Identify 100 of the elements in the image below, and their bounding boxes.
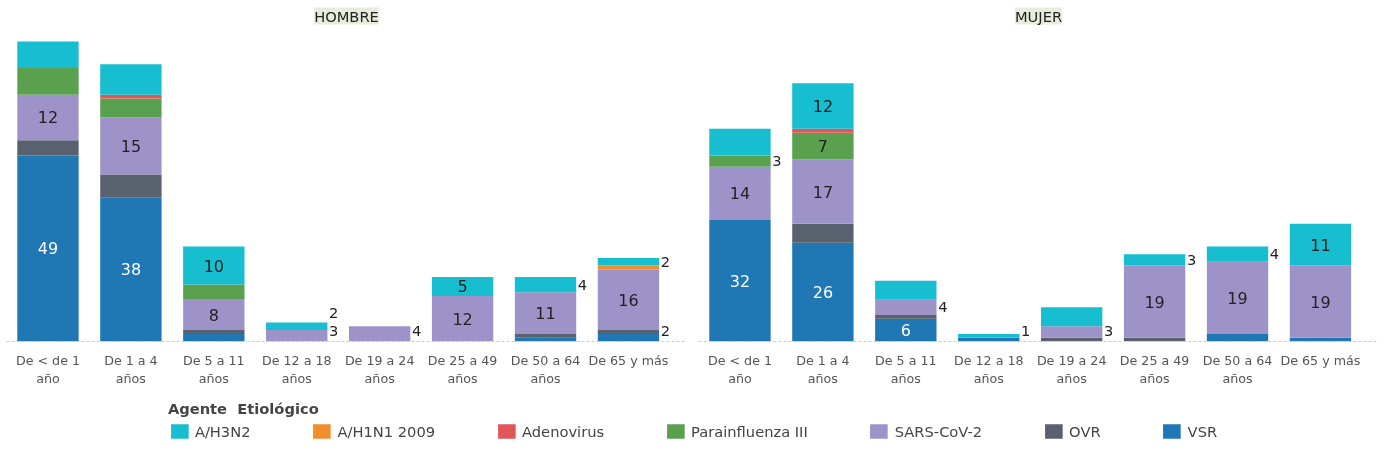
bar [266,330,328,342]
bar [792,223,854,243]
bar [1206,333,1269,342]
bar [514,333,577,338]
bar [709,219,771,342]
bar [1040,307,1103,327]
bar [348,326,411,342]
data-label: 32 [729,271,751,291]
bar [183,330,245,334]
bar [100,117,162,175]
bar [709,128,771,156]
x-tick-label: De 19 a 24 años [1036,352,1107,386]
bar [183,299,245,331]
data-label: 7 [817,136,828,156]
bar [1206,246,1269,262]
bar [709,155,771,167]
data-label: 2 [329,304,339,322]
bar [431,295,494,342]
bar [709,166,771,220]
data-label: 4 [412,321,422,339]
bar [1123,265,1186,338]
bar [183,284,245,300]
legend-title: Agente Etiológico [167,400,320,417]
bar [183,246,245,285]
data-label: 11 [535,304,556,324]
bar [431,276,494,296]
data-label: 4 [938,298,948,316]
data-label: 6 [900,321,911,341]
bar [100,98,162,118]
x-tick-label: De < de 1 año [15,352,81,386]
legend-label: OVR [1069,422,1101,440]
bar [875,280,937,300]
data-label: 3 [1104,321,1114,339]
x-tick-label: De 50 a 64 años [1202,352,1273,386]
bar [597,269,660,331]
bar [17,68,79,95]
bar [792,132,854,160]
data-label: 16 [618,290,639,310]
data-label: 15 [120,136,142,156]
data-label: 10 [203,256,224,276]
data-label: 4 [577,275,588,293]
bar [1289,223,1352,266]
x-tick-label: De 12 a 18 años [953,352,1024,386]
bar [958,333,1020,338]
bar [100,197,162,342]
x-tick-label: De 1 a 4 años [796,352,850,386]
data-label: 19 [1144,292,1165,312]
data-label: 12 [37,108,59,128]
bar [100,64,162,95]
data-label: 3 [329,321,339,339]
bar [597,330,660,334]
data-label: 4 [1269,245,1280,263]
bar [17,155,79,342]
x-tick-label: De 5 a 11 años [183,352,245,386]
legend-label: Adenovirus [522,422,605,440]
bar [1206,261,1269,334]
bar [792,242,854,342]
data-label: 17 [812,182,834,202]
bar [17,41,79,69]
bar [514,276,577,293]
bar [792,159,854,224]
bar [875,314,937,319]
chart-title: HOMBRE [314,7,379,25]
bar [1123,254,1186,266]
data-label: 5 [457,277,468,297]
x-tick-label: De 50 a 64 años [510,352,581,386]
x-tick-label: De < de 1 año [707,352,773,386]
bar [1289,265,1352,338]
data-label: 12 [812,97,834,117]
data-label: 26 [812,283,834,303]
x-tick-label: De 25 a 49 años [1119,352,1190,386]
data-label: 12 [452,309,473,329]
data-label: 3 [1186,250,1197,268]
data-label: 19 [1227,288,1248,308]
bar [100,174,162,198]
x-tick-label: De 65 y más [588,352,669,368]
legend-label: A/H3N2 [194,422,251,440]
data-label: 8 [208,305,219,325]
legend-label: A/H1N1 2009 [337,422,436,440]
x-tick-label: De 25 a 49 años [427,352,498,386]
bar [514,292,577,334]
x-tick-label: De 65 y más [1280,352,1361,368]
x-tick-label: De 19 a 24 años [344,352,415,386]
data-label: 3 [772,152,782,170]
bar [17,140,79,156]
legend-label: VSR [1187,422,1218,440]
data-label: 49 [37,239,59,259]
x-tick-label: De 12 a 18 años [261,352,332,386]
bar [183,333,245,342]
data-label: 1 [1021,321,1031,339]
data-label: 38 [120,260,142,280]
x-tick-label: De 1 a 4 años [104,352,158,386]
chart-title: MUJER [1014,7,1063,25]
bar [597,333,660,342]
legend-label: SARS-CoV-2 [894,422,983,440]
bar [266,322,328,331]
legend-label: Parainfluenza III [691,422,808,440]
bar [792,83,854,129]
data-label: 2 [660,252,671,270]
bar [1040,326,1103,338]
